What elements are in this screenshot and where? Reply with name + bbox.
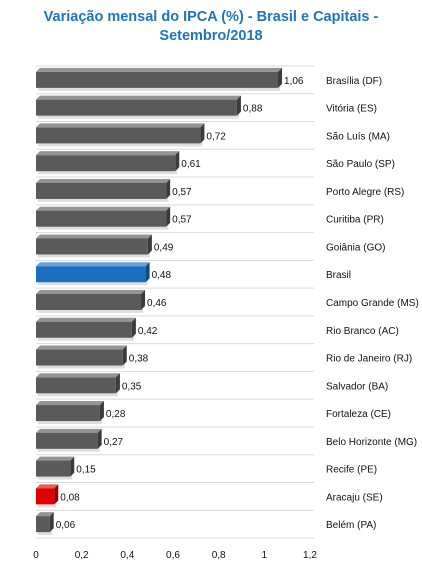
value-label: 0,48 xyxy=(152,270,172,281)
bar-top xyxy=(36,456,75,461)
category-label: Belo Horizonte (MG) xyxy=(326,437,417,448)
x-tick-label: 1 xyxy=(262,550,268,561)
x-tick-label: 0,8 xyxy=(212,550,226,561)
category-label: Campo Grande (MS) xyxy=(326,298,419,309)
value-label: 0,06 xyxy=(56,520,76,531)
bar-side xyxy=(166,178,171,199)
bar-side xyxy=(278,67,283,88)
value-label: 0,57 xyxy=(172,187,192,198)
value-label: 0,15 xyxy=(76,465,96,476)
bar-rio-de-janeiro-rj xyxy=(36,349,123,366)
category-label: Aracaju (SE) xyxy=(326,492,383,503)
bar-top xyxy=(36,178,171,183)
bar-side xyxy=(141,290,146,310)
category-label: Rio Branco (AC) xyxy=(326,326,399,337)
bar-top xyxy=(36,95,241,100)
value-label: 0,42 xyxy=(138,326,158,337)
x-tick-label: 0,4 xyxy=(120,550,134,561)
bar-sao-luis-ma xyxy=(36,127,201,144)
value-label: 0,08 xyxy=(60,492,80,503)
bar-belem-pa xyxy=(36,516,50,533)
value-label: 0,49 xyxy=(154,242,174,253)
x-tick-label: 0,6 xyxy=(166,550,180,561)
value-label: 0,57 xyxy=(172,215,192,226)
bar-top xyxy=(36,262,150,267)
bar-side xyxy=(236,95,241,116)
value-label: 1,06 xyxy=(284,76,304,87)
bar-recife-pe xyxy=(36,460,71,477)
category-label: Brasília (DF) xyxy=(326,76,382,87)
bar-top xyxy=(36,317,136,322)
category-label: Porto Alegre (RS) xyxy=(326,187,404,198)
bar-side xyxy=(200,123,205,144)
category-label: Goiânia (GO) xyxy=(326,242,385,253)
bar-top xyxy=(36,290,146,294)
bar-belo-horizonte-mg xyxy=(36,432,98,449)
bar-side xyxy=(97,428,102,449)
bar-side xyxy=(115,373,120,394)
bar-top xyxy=(36,234,152,239)
bar-sao-paulo-sp xyxy=(36,155,176,172)
bar-side xyxy=(166,206,171,227)
bar-vitoria-es xyxy=(36,99,237,116)
category-label: Curitiba (PR) xyxy=(326,215,384,226)
bar-rio-branco-ac xyxy=(36,321,132,338)
bar-side xyxy=(122,345,127,366)
bar-top xyxy=(36,345,127,350)
chart-title-line2: Setembro/2018 xyxy=(159,28,263,44)
bar-campo-grande-ms xyxy=(36,294,142,310)
bar-top xyxy=(36,151,180,156)
bar-salvador-ba xyxy=(36,377,116,394)
category-label: Fortaleza (CE) xyxy=(326,409,391,420)
chart-title-line1: Variação mensal do IPCA (%) - Brasil e C… xyxy=(43,9,379,25)
bar-side xyxy=(131,317,136,338)
bar-side xyxy=(99,401,104,422)
category-label: Rio de Janeiro (RJ) xyxy=(326,354,412,365)
category-label: Vitória (ES) xyxy=(326,104,377,115)
category-label: São Luís (MA) xyxy=(326,131,390,142)
bar-curitiba-pr xyxy=(36,210,167,227)
bar-porto-alegre-rs xyxy=(36,182,167,199)
bar-side xyxy=(175,151,180,172)
bar-side xyxy=(54,484,59,505)
category-label: Brasil xyxy=(326,270,351,281)
value-label: 0,61 xyxy=(181,159,201,170)
bar-side xyxy=(145,262,150,283)
value-label: 0,46 xyxy=(147,298,167,309)
bar-goiania-go xyxy=(36,238,148,255)
bar-top xyxy=(36,123,205,128)
bar-aracaju-se xyxy=(36,488,55,505)
value-label: 0,35 xyxy=(122,381,142,392)
bar-brasilia-df xyxy=(36,71,279,88)
bar-side xyxy=(49,512,54,533)
bar-top xyxy=(36,67,283,72)
bar-brasil xyxy=(36,266,146,283)
category-label: Recife (PE) xyxy=(326,465,377,476)
bar-fortaleza-ce xyxy=(36,405,100,422)
value-label: 0,88 xyxy=(243,104,263,115)
x-tick-label: 1,2 xyxy=(303,550,317,561)
chart-title: Variação mensal do IPCA (%) - Brasil e C… xyxy=(0,8,422,46)
x-tick-label: 0 xyxy=(33,550,39,561)
category-label: Belém (PA) xyxy=(326,520,376,531)
x-tick-label: 0,2 xyxy=(75,550,89,561)
bar-top xyxy=(36,484,59,489)
bar-top xyxy=(36,512,54,517)
bar-side xyxy=(70,456,75,477)
bar-top xyxy=(36,206,171,211)
bar-top xyxy=(36,428,102,433)
bar-top xyxy=(36,373,120,378)
bar-side xyxy=(147,234,152,255)
category-label: São Paulo (SP) xyxy=(326,159,395,170)
bar-top xyxy=(36,401,104,406)
value-label: 0,27 xyxy=(104,437,124,448)
category-label: Salvador (BA) xyxy=(326,381,388,392)
value-label: 0,28 xyxy=(106,409,126,420)
value-label: 0,38 xyxy=(129,354,149,365)
value-label: 0,72 xyxy=(206,131,226,142)
